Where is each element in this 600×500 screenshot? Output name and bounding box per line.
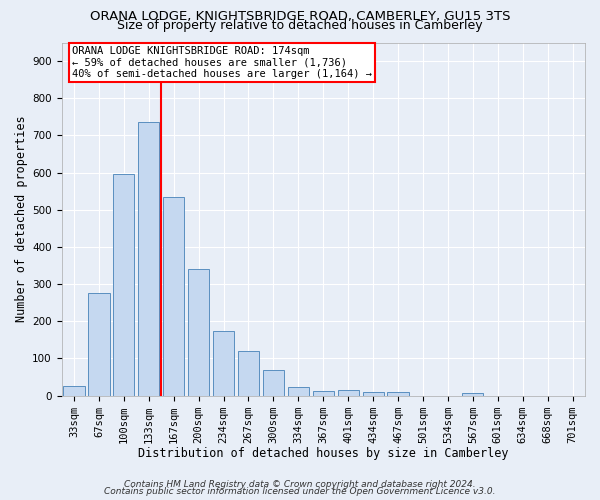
Text: Size of property relative to detached houses in Camberley: Size of property relative to detached ho… — [117, 18, 483, 32]
Bar — [462, 392, 484, 396]
Bar — [263, 370, 284, 396]
Bar — [362, 392, 384, 396]
Bar — [64, 386, 85, 396]
Text: ORANA LODGE, KNIGHTSBRIDGE ROAD, CAMBERLEY, GU15 3TS: ORANA LODGE, KNIGHTSBRIDGE ROAD, CAMBERL… — [90, 10, 510, 23]
Bar — [138, 122, 160, 396]
Bar — [388, 392, 409, 396]
X-axis label: Distribution of detached houses by size in Camberley: Distribution of detached houses by size … — [138, 447, 509, 460]
Text: Contains public sector information licensed under the Open Government Licence v3: Contains public sector information licen… — [104, 487, 496, 496]
Bar — [238, 351, 259, 396]
Bar — [338, 390, 359, 396]
Bar — [163, 197, 184, 396]
Bar — [313, 391, 334, 396]
Text: Contains HM Land Registry data © Crown copyright and database right 2024.: Contains HM Land Registry data © Crown c… — [124, 480, 476, 489]
Text: ORANA LODGE KNIGHTSBRIDGE ROAD: 174sqm
← 59% of detached houses are smaller (1,7: ORANA LODGE KNIGHTSBRIDGE ROAD: 174sqm ←… — [72, 46, 372, 79]
Bar — [188, 269, 209, 396]
Bar — [288, 388, 309, 396]
Bar — [113, 174, 134, 396]
Bar — [88, 294, 110, 396]
Bar — [213, 330, 234, 396]
Y-axis label: Number of detached properties: Number of detached properties — [15, 116, 28, 322]
